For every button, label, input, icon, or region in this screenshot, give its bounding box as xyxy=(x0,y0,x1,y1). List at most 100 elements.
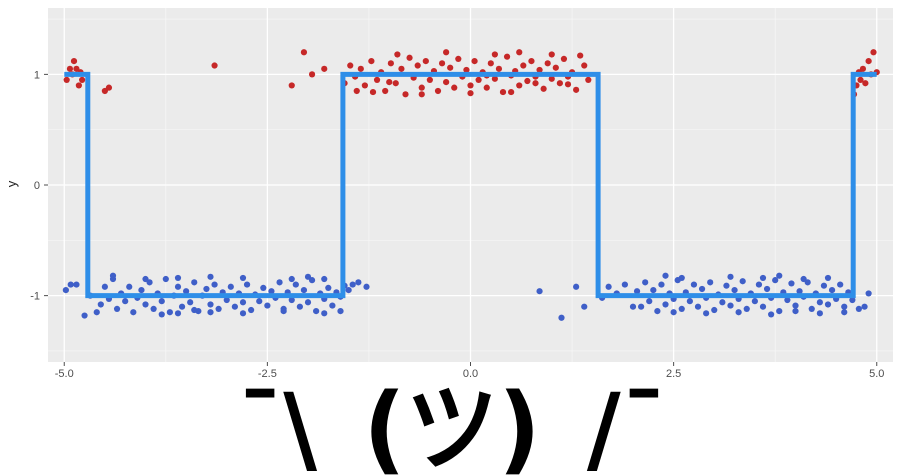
data-point-red xyxy=(532,80,539,87)
data-point-red xyxy=(434,87,442,95)
x-tick-label: 5.0 xyxy=(869,368,884,380)
data-point-red xyxy=(406,54,413,61)
y-tick-label: 1 xyxy=(34,69,40,81)
data-point-blue xyxy=(321,275,328,283)
data-point-blue xyxy=(158,311,165,318)
data-point-red xyxy=(520,62,527,69)
data-point-blue xyxy=(792,308,799,315)
data-point-blue xyxy=(321,310,328,317)
data-point-red xyxy=(308,71,316,78)
data-point-blue xyxy=(126,283,133,290)
data-point-blue xyxy=(292,281,299,288)
data-point-blue xyxy=(243,281,251,288)
data-point-red xyxy=(573,86,580,93)
data-point-blue xyxy=(138,286,145,294)
data-point-blue xyxy=(158,298,165,305)
data-point-red xyxy=(870,49,877,56)
data-point-red xyxy=(288,82,295,89)
data-point-blue xyxy=(174,283,182,290)
data-point-blue xyxy=(816,310,823,317)
x-tick-label: -5.0 xyxy=(55,368,74,380)
data-point-blue xyxy=(256,298,263,305)
data-point-blue xyxy=(654,308,661,315)
data-point-blue xyxy=(621,281,628,288)
data-point-red xyxy=(859,65,867,72)
data-point-blue xyxy=(731,286,738,294)
data-point-red xyxy=(491,75,498,82)
data-point-blue xyxy=(296,303,303,310)
data-point-blue xyxy=(662,272,669,279)
data-point-blue xyxy=(191,306,198,314)
data-point-blue xyxy=(816,299,823,306)
line-layer xyxy=(64,71,877,299)
data-point-blue xyxy=(304,299,312,306)
data-point-red xyxy=(369,88,377,96)
data-point-blue xyxy=(536,288,543,295)
data-point-red xyxy=(105,84,113,91)
data-point-blue xyxy=(800,275,807,283)
data-point-red xyxy=(475,76,482,84)
data-point-red xyxy=(347,62,354,69)
shrug-emoticon: ¯\_(ツ)_/¯ xyxy=(237,373,667,475)
data-point-blue xyxy=(633,288,641,295)
data-point-red xyxy=(577,52,584,59)
data-point-red xyxy=(536,66,543,74)
data-point-red xyxy=(544,60,551,67)
data-point-red xyxy=(528,58,535,65)
data-point-blue xyxy=(861,303,868,310)
data-point-blue xyxy=(776,272,783,279)
data-point-red xyxy=(211,62,218,69)
data-point-red xyxy=(443,49,450,56)
data-point-red xyxy=(564,81,572,88)
data-point-red xyxy=(463,66,470,74)
data-point-blue xyxy=(755,281,763,288)
data-point-red xyxy=(361,82,368,89)
data-point-blue xyxy=(211,281,218,288)
data-point-blue xyxy=(662,301,669,308)
y-tick-label: -1 xyxy=(30,291,40,303)
data-point-blue xyxy=(703,310,710,317)
data-point-blue xyxy=(759,303,767,310)
data-point-blue xyxy=(690,281,698,288)
data-point-red xyxy=(75,82,82,89)
data-point-blue xyxy=(345,286,352,294)
data-point-blue xyxy=(231,303,238,310)
data-point-blue xyxy=(759,274,767,282)
data-point-blue xyxy=(727,273,734,280)
data-point-red xyxy=(357,65,364,72)
data-point-blue xyxy=(751,298,758,305)
data-point-blue xyxy=(629,303,637,310)
data-point-blue xyxy=(191,279,198,286)
x-tick-label: 2.5 xyxy=(666,368,681,380)
data-point-red xyxy=(382,87,389,95)
data-point-red xyxy=(398,65,405,72)
data-point-blue xyxy=(658,281,665,288)
y-tick-label: 0 xyxy=(34,180,40,192)
shrug-overlay: ¯\_(ツ)_/¯ xyxy=(237,373,667,475)
data-point-red xyxy=(491,51,498,58)
data-point-blue xyxy=(772,277,779,284)
data-point-blue xyxy=(122,298,129,305)
data-point-blue xyxy=(824,301,832,308)
data-point-red xyxy=(387,60,394,67)
data-point-blue xyxy=(841,309,848,316)
data-point-blue xyxy=(723,282,730,289)
data-point-red xyxy=(300,49,308,56)
data-point-blue xyxy=(150,305,157,312)
data-point-blue xyxy=(187,299,194,306)
data-point-red xyxy=(467,90,474,97)
data-point-blue xyxy=(288,296,295,304)
data-point-red xyxy=(79,76,86,84)
data-point-red xyxy=(373,76,381,84)
data-point-blue xyxy=(638,303,645,310)
data-point-red xyxy=(455,55,462,62)
data-point-red xyxy=(560,55,568,62)
data-point-blue xyxy=(711,306,718,314)
data-point-blue xyxy=(207,309,214,316)
data-point-blue xyxy=(288,275,295,283)
data-point-blue xyxy=(268,288,275,295)
data-point-red xyxy=(503,53,511,60)
data-point-blue xyxy=(743,305,750,312)
data-point-blue xyxy=(81,312,88,319)
data-point-red xyxy=(63,76,70,84)
